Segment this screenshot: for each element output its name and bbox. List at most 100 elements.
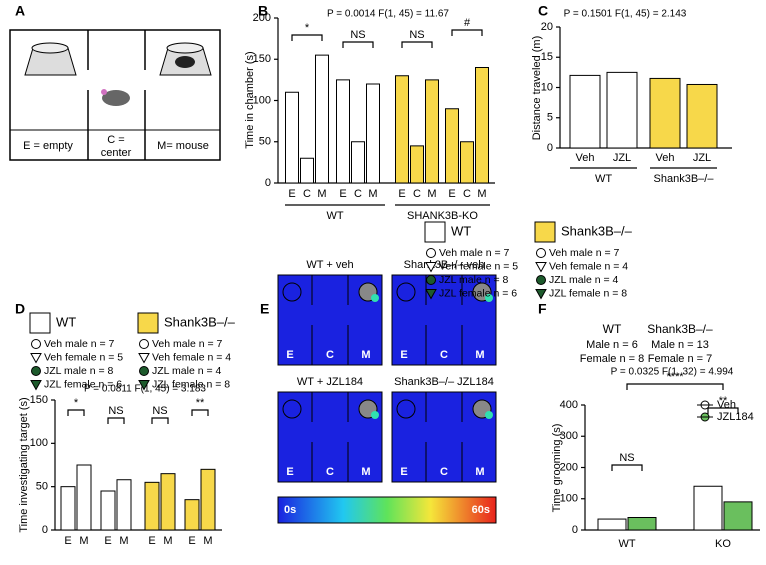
arena-label: center <box>101 147 132 159</box>
panel-letter: B <box>258 3 268 19</box>
legend-entry: Veh male n = 7 <box>549 247 620 259</box>
y-tick-label: 0 <box>547 142 553 154</box>
legend-entry: JZL male n = 4 <box>549 274 619 286</box>
bar <box>410 145 424 184</box>
y-tick-label: 50 <box>36 481 48 493</box>
bar <box>606 71 638 149</box>
y-tick-label: 15 <box>541 51 553 63</box>
panel-letter: E <box>260 301 269 317</box>
legend-symbol <box>535 289 547 300</box>
bar <box>144 481 160 531</box>
legend-entry: JZL female n = 8 <box>152 378 230 390</box>
y-tick-label: 5 <box>547 112 553 124</box>
hotspot <box>485 294 493 302</box>
bar <box>76 464 92 531</box>
arena-label: M= mouse <box>157 140 209 152</box>
zone-label: E <box>400 349 407 361</box>
cohort-title: Shank3B–/– <box>647 322 713 336</box>
sig-label: NS <box>108 405 123 417</box>
y-tick-label: 0 <box>42 524 48 536</box>
legend-title: WT <box>56 314 76 329</box>
bar <box>116 479 132 531</box>
panel-letter: F <box>538 301 547 317</box>
x-tick-label: Veh <box>576 152 595 164</box>
legend-title: WT <box>451 223 471 238</box>
sig-bracket <box>626 383 724 390</box>
stats-annotation: P = 0.0325 F(1, 32) = 4.994 <box>611 367 734 378</box>
bar <box>425 79 439 184</box>
stats-annotation: P = 0.0811 F(1, 45) = 3.183 <box>84 384 206 395</box>
cup-outline <box>282 399 302 419</box>
x-tick-label: Veh <box>656 152 675 164</box>
bar <box>723 501 753 531</box>
legend-entry: JZL male n = 4 <box>152 365 222 377</box>
bar <box>686 83 718 149</box>
panel-a-diagram <box>9 29 221 161</box>
heatmap-title: WT + JZL184 <box>297 376 363 388</box>
legend-entry: JZL female n = 6 <box>44 378 122 390</box>
sig-label: NS <box>409 29 424 41</box>
bar <box>200 468 216 531</box>
panel-letter: C <box>538 3 548 19</box>
legend-title: Shank3B–/– <box>164 314 236 329</box>
legend-symbol <box>536 275 546 285</box>
zone-label: E <box>286 349 293 361</box>
sig-label: ** <box>719 395 728 407</box>
sig-label: ** <box>196 397 205 409</box>
x-tick-label: E <box>148 535 155 547</box>
x-tick-label: C <box>413 188 421 200</box>
group-label: WT <box>326 210 343 222</box>
sig-label: NS <box>152 405 167 417</box>
legend-symbol <box>30 353 42 364</box>
cohort-entry: Male n = 13 <box>651 339 709 351</box>
bar <box>693 485 723 531</box>
legend-box <box>534 221 556 243</box>
legend-symbol <box>30 380 42 391</box>
bar <box>60 486 76 531</box>
legend-box <box>137 312 159 334</box>
bar <box>160 473 176 531</box>
y-tick-label: 0 <box>572 524 578 536</box>
panel-letter: A <box>15 3 25 19</box>
zone-label: C <box>440 466 448 478</box>
cohort-entry: Female n = 8 <box>580 353 645 365</box>
cup-outline <box>396 282 416 302</box>
bar <box>649 77 681 149</box>
bar <box>597 518 627 531</box>
stats-annotation: P = 0.1501 F(1, 45) = 2.143 <box>564 9 687 20</box>
legend-entry: Veh female n = 5 <box>439 260 518 272</box>
bar <box>627 517 657 531</box>
x-tick-label: E <box>64 535 71 547</box>
cohort-title: WT <box>603 322 622 336</box>
bar <box>315 54 329 184</box>
y-tick-label: 150 <box>253 53 271 65</box>
y-tick-label: 0 <box>265 177 271 189</box>
legend-entry: Veh male n = 7 <box>439 247 510 259</box>
x-tick-label: JZL <box>693 152 711 164</box>
stats-annotation: P = 0.0014 F(1, 45) = 11.67 <box>327 9 449 20</box>
sig-label: * <box>74 397 79 409</box>
bar <box>460 141 474 184</box>
legend-entry: JZL female n = 8 <box>549 287 627 299</box>
legend-entry: JZL female n = 6 <box>439 287 517 299</box>
y-tick-label: 300 <box>560 430 578 442</box>
legend-symbol <box>426 275 436 285</box>
group-label: WT <box>595 173 612 185</box>
cohort-entry: Female n = 7 <box>648 353 713 365</box>
sig-bracket <box>611 464 643 471</box>
x-tick-label: M <box>368 188 377 200</box>
zone-label: E <box>286 466 293 478</box>
legend-entry: Veh female n = 4 <box>152 351 231 363</box>
sig-bracket <box>107 417 125 424</box>
legend-symbol <box>425 262 437 273</box>
bar <box>300 157 314 184</box>
x-tick-label: E <box>448 188 455 200</box>
x-tick-label: C <box>354 188 362 200</box>
y-tick-label: 150 <box>30 394 48 406</box>
sig-bracket <box>707 407 739 414</box>
x-tick-label: M <box>79 535 88 547</box>
x-tick-label: M <box>477 188 486 200</box>
hotspot <box>485 411 493 419</box>
scale-label: 60s <box>472 504 490 516</box>
